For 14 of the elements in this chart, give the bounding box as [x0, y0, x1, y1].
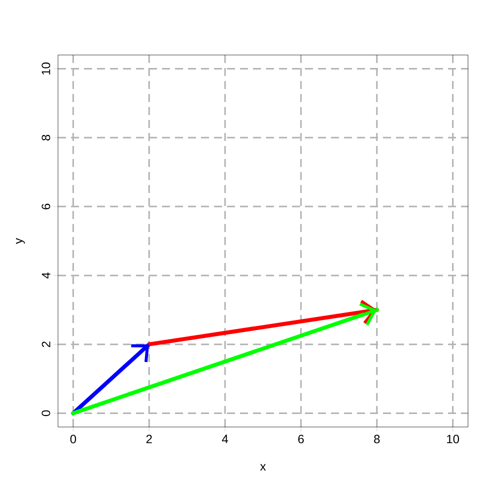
y-tick-label: 10	[42, 62, 50, 75]
y-tick-label: 2	[42, 342, 50, 348]
x-tick-label: 8	[374, 434, 380, 444]
y-tick-label: 8	[42, 134, 50, 140]
y-tick-label: 4	[42, 272, 50, 278]
x-tick-label: 2	[146, 434, 152, 444]
x-axis-title: x	[260, 464, 266, 471]
x-tick-label: 4	[222, 434, 228, 444]
y-tick-label: 0	[42, 410, 50, 416]
x-tick-label: 6	[298, 434, 304, 444]
x-tick-label: 0	[70, 434, 76, 444]
x-tick-label: 10	[447, 434, 460, 444]
y-axis-title: y	[16, 238, 25, 244]
y-tick-label: 6	[42, 204, 50, 210]
